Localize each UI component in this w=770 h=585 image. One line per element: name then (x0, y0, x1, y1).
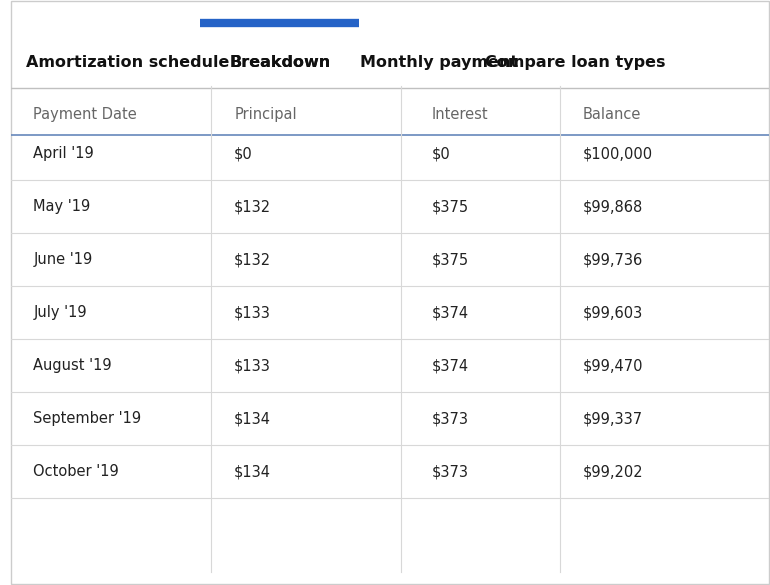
Text: $99,603: $99,603 (583, 305, 643, 321)
Text: April '19: April '19 (33, 146, 94, 161)
Text: Balance: Balance (583, 108, 641, 122)
Text: $99,470: $99,470 (583, 359, 644, 373)
Text: June '19: June '19 (33, 252, 92, 267)
Text: Interest: Interest (431, 108, 488, 122)
Text: Breakdown: Breakdown (229, 55, 330, 70)
FancyBboxPatch shape (198, 36, 362, 89)
Text: Breakdown: Breakdown (229, 55, 330, 70)
Text: $132: $132 (234, 199, 271, 215)
Text: $374: $374 (431, 305, 468, 321)
Text: $375: $375 (431, 252, 468, 267)
Text: October '19: October '19 (33, 464, 119, 479)
Text: $132: $132 (234, 252, 271, 267)
Text: $99,736: $99,736 (583, 252, 643, 267)
Text: August '19: August '19 (33, 359, 112, 373)
Text: Monthly payment: Monthly payment (360, 55, 518, 70)
Text: May '19: May '19 (33, 199, 91, 215)
Text: Compare loan types: Compare loan types (485, 55, 665, 70)
Text: $134: $134 (234, 464, 271, 479)
Text: $133: $133 (234, 305, 271, 321)
Text: $0: $0 (234, 146, 253, 161)
Text: Payment Date: Payment Date (33, 108, 137, 122)
Text: $134: $134 (234, 411, 271, 426)
Text: Principal: Principal (234, 108, 296, 122)
Text: July '19: July '19 (33, 305, 87, 321)
Text: $374: $374 (431, 359, 468, 373)
Text: $373: $373 (431, 411, 468, 426)
Text: $99,202: $99,202 (583, 464, 644, 479)
Text: September '19: September '19 (33, 411, 142, 426)
Text: $99,868: $99,868 (583, 199, 643, 215)
Text: $100,000: $100,000 (583, 146, 653, 161)
Text: $133: $133 (234, 359, 271, 373)
Text: $375: $375 (431, 199, 468, 215)
Text: Amortization schedule: Amortization schedule (26, 55, 229, 70)
Text: $373: $373 (431, 464, 468, 479)
Text: $0: $0 (431, 146, 450, 161)
Text: $99,337: $99,337 (583, 411, 643, 426)
